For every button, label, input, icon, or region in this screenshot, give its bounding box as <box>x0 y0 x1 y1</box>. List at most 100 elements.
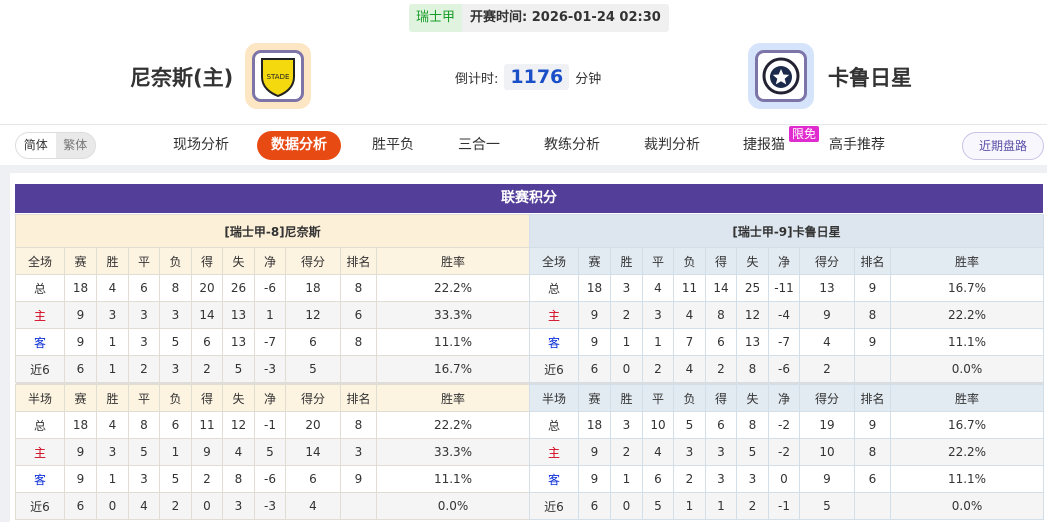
cell: 5 <box>128 438 160 466</box>
tab-jiebaomao[interactable]: 捷报猫 <box>743 137 785 153</box>
cell: 2 <box>642 355 674 383</box>
cell: 8 <box>340 274 377 302</box>
tab-expert-picks[interactable]: 高手推荐 <box>829 137 885 153</box>
row-label: 近6 <box>529 355 579 383</box>
language-toggle[interactable]: 简体 繁体 <box>15 132 96 159</box>
cell: 16.7% <box>890 411 1044 439</box>
cell: 2 <box>610 301 643 329</box>
countdown: 倒计时: 1176 分钟 <box>455 64 601 90</box>
cell: 3 <box>610 274 643 302</box>
column-header: 赛 <box>578 247 611 275</box>
cell: 6 <box>191 328 223 356</box>
cell: 2 <box>799 355 855 383</box>
cell: 9 <box>340 465 377 493</box>
cell: 10 <box>642 411 674 439</box>
cell: 0 <box>768 465 800 493</box>
cell: 7 <box>673 328 706 356</box>
away-team-logo[interactable] <box>748 43 814 109</box>
row-label: 总 <box>529 411 579 439</box>
column-header: 得 <box>705 247 737 275</box>
tab-data-analysis[interactable]: 数据分析 <box>257 131 341 160</box>
cell: 14 <box>191 301 223 329</box>
cell: 6 <box>340 301 377 329</box>
away-team-name[interactable]: 卡鲁日星 <box>828 66 912 90</box>
tab-referee-analysis[interactable]: 裁判分析 <box>644 137 700 153</box>
tab-three-in-one[interactable]: 三合一 <box>458 137 500 153</box>
column-header: 胜率 <box>375 384 531 412</box>
cell: 12 <box>222 411 255 439</box>
cell: 2 <box>705 355 737 383</box>
tab-1x2[interactable]: 胜平负 <box>372 137 414 153</box>
cell: 0.0% <box>375 492 531 520</box>
cell: 1 <box>159 438 192 466</box>
tab-live-analysis[interactable]: 现场分析 <box>173 137 229 153</box>
cell: -2 <box>768 438 800 466</box>
cell: 6 <box>159 411 192 439</box>
row-label: 总 <box>15 411 65 439</box>
cell: 2 <box>610 438 643 466</box>
cell: 3 <box>128 465 160 493</box>
cell: 11.1% <box>890 465 1044 493</box>
cell: 3 <box>159 301 192 329</box>
lang-simplified[interactable]: 简体 <box>16 133 56 158</box>
cell: 6 <box>285 465 341 493</box>
cell: 5 <box>285 355 341 383</box>
column-header: 赛 <box>64 384 97 412</box>
column-header: 排名 <box>340 384 377 412</box>
cell: 18 <box>578 411 611 439</box>
lang-traditional[interactable]: 繁体 <box>63 138 88 152</box>
recent-trend-button[interactable]: 近期盘路 <box>962 132 1044 160</box>
cell: 2 <box>128 355 160 383</box>
column-header: 净 <box>768 247 800 275</box>
cell: 3 <box>222 492 255 520</box>
row-label: 主 <box>15 301 65 329</box>
home-team-name[interactable]: 尼奈斯(主) <box>130 66 234 90</box>
cell: 9 <box>578 465 611 493</box>
cell: 14 <box>705 274 737 302</box>
tab-coach-analysis[interactable]: 教练分析 <box>544 137 600 153</box>
column-header: 胜率 <box>890 384 1044 412</box>
kickoff-value: 2026-01-24 02:30 <box>531 10 661 25</box>
cell: 4 <box>673 355 706 383</box>
row-label: 主 <box>529 438 579 466</box>
table-row: 客 9 1 6 2 3 3 0 9 6 11.1% <box>529 465 1044 493</box>
column-header: 胜 <box>610 247 643 275</box>
home-team-logo[interactable]: STADE <box>245 43 311 109</box>
cell: 22.2% <box>375 274 531 302</box>
cell: 9 <box>64 438 97 466</box>
table-row: 总 18 4 8 6 11 12 -1 20 8 22.2% <box>15 411 531 439</box>
cell: 9 <box>799 465 855 493</box>
cell: 1 <box>705 492 737 520</box>
cell: 33.3% <box>375 301 531 329</box>
section-divider <box>15 382 530 385</box>
cell: 13 <box>799 274 855 302</box>
column-header: 得分 <box>799 384 855 412</box>
cell: 4 <box>673 301 706 329</box>
cell: 11 <box>673 274 706 302</box>
row-label: 主 <box>15 438 65 466</box>
cell: -4 <box>768 301 800 329</box>
cell: 3 <box>96 438 129 466</box>
column-header-row: 半场赛胜平负得失净得分 排名 胜率 <box>15 384 531 412</box>
column-header: 得 <box>705 384 737 412</box>
column-header: 负 <box>159 247 192 275</box>
cell: 13 <box>222 328 255 356</box>
cell: 14 <box>285 438 341 466</box>
cell: 4 <box>799 328 855 356</box>
cell: 5 <box>642 492 674 520</box>
column-header: 排名 <box>340 247 377 275</box>
cell: 8 <box>340 411 377 439</box>
league-badge[interactable]: 瑞士甲 <box>409 4 463 32</box>
cell: 18 <box>64 274 97 302</box>
cell: 20 <box>191 274 223 302</box>
column-header: 得分 <box>285 247 341 275</box>
column-header: 平 <box>642 247 674 275</box>
cell: 9 <box>854 274 891 302</box>
cell: 8 <box>340 328 377 356</box>
cell: 4 <box>128 492 160 520</box>
cell: 11.1% <box>375 465 531 493</box>
cell: 8 <box>736 411 769 439</box>
cell: -1 <box>768 492 800 520</box>
cell: 2 <box>191 355 223 383</box>
cell: 3 <box>128 328 160 356</box>
